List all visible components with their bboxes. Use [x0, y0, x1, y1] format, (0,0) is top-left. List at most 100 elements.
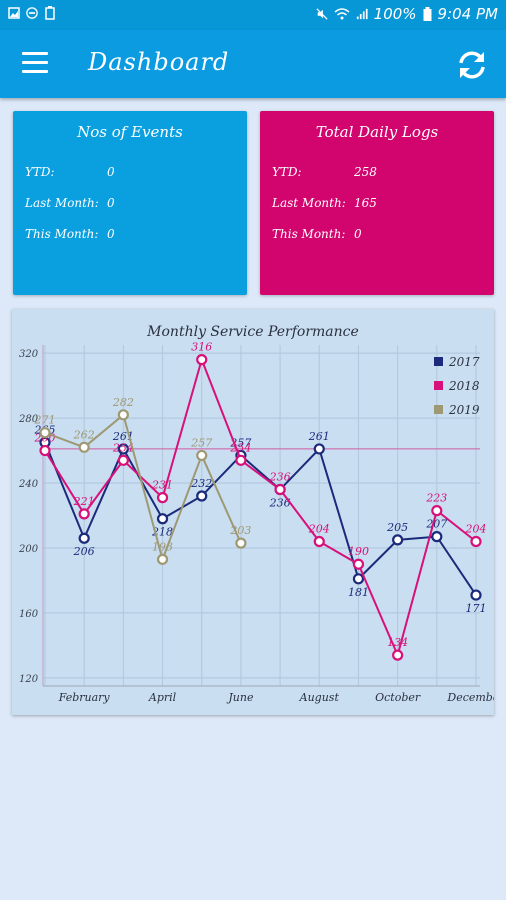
data-label-2017: 206	[73, 545, 95, 558]
events-last-month-value: 0	[107, 196, 115, 210]
x-tick-label: February	[58, 691, 111, 704]
logs-ytd-label: YTD:	[272, 165, 302, 179]
data-label-2019: 271	[34, 414, 56, 427]
battery-saver-icon	[45, 6, 55, 20]
y-tick-label: 240	[18, 479, 39, 490]
x-tick-label: April	[148, 691, 177, 704]
legend-label-2019: 2019	[448, 403, 480, 417]
data-point-2017	[431, 531, 443, 543]
series-line-2019	[44, 413, 242, 563]
events-this-month-row: This Month: 0	[25, 227, 115, 241]
data-label-2017: 236	[269, 497, 291, 510]
clock-time: 9:04 PM	[437, 5, 498, 23]
x-tick-label: December	[446, 691, 494, 704]
battery-percent: 100%	[373, 5, 417, 23]
data-label-2019: 257	[190, 436, 212, 449]
y-tick-label: 280	[18, 414, 39, 425]
x-tick-label: June	[226, 691, 254, 704]
logs-card-title: Total Daily Logs	[315, 123, 439, 141]
data-label-2018: 204	[465, 522, 487, 535]
data-label-2017: 171	[466, 602, 487, 615]
events-ytd-value: 0	[107, 165, 115, 179]
y-tick-label: 160	[19, 609, 39, 620]
data-label-2017: 261	[308, 430, 330, 443]
gallery-notification-icon	[8, 7, 20, 19]
chart-title: Monthly Service Performance	[146, 324, 359, 340]
app-bar: Dashboard	[0, 30, 506, 98]
logs-last-month-label: Last Month:	[272, 196, 346, 210]
data-point-2017	[156, 513, 169, 525]
data-point-2017	[78, 532, 90, 544]
data-label-2019: 262	[73, 428, 95, 441]
data-label-2019: 193	[152, 540, 173, 553]
data-point-2018	[156, 492, 169, 504]
x-tick-label: August	[299, 691, 340, 704]
events-ytd-label: YTD:	[25, 165, 55, 179]
data-point-2017	[352, 573, 365, 585]
data-point-2018	[235, 454, 247, 466]
data-point-2018	[313, 535, 325, 548]
y-tick-label: 120	[19, 674, 39, 685]
performance-chart-card[interactable]: Monthly Service Performance 120 160 200 240 2…	[12, 309, 505, 715]
data-point-2017	[470, 589, 482, 601]
y-tick-label: 200	[18, 544, 39, 555]
series-line-2017	[44, 442, 477, 596]
data-point-2019	[156, 553, 169, 565]
data-point-2018	[78, 508, 90, 520]
data-label-2018: 190	[348, 545, 369, 558]
hamburger-menu-icon[interactable]	[22, 52, 48, 74]
mute-icon	[316, 8, 328, 20]
data-point-2017	[392, 534, 404, 546]
logs-last-month-value: 165	[354, 196, 377, 210]
events-ytd-row: YTD: 0	[25, 165, 115, 179]
app-title: Dashboard	[88, 48, 230, 76]
x-tick-label: October	[375, 691, 421, 704]
monthly-performance-chart: Monthly Service Performance 120 160 200 240 2…	[18, 324, 505, 704]
data-label-2018: 134	[387, 636, 408, 649]
data-label-2017: 207	[425, 518, 447, 531]
legend-swatch-2018	[434, 381, 443, 390]
data-point-2019	[39, 427, 51, 439]
refresh-icon[interactable]	[455, 48, 489, 82]
wifi-icon	[334, 8, 350, 20]
data-label-2018: 221	[73, 495, 95, 508]
data-point-2018	[431, 505, 443, 517]
logs-this-month-label: This Month:	[272, 227, 346, 241]
data-point-2019	[78, 441, 90, 453]
status-right: 100% 9:04 PM	[316, 5, 498, 23]
logs-this-month-value: 0	[354, 227, 362, 241]
data-label-2017: 181	[348, 586, 369, 599]
series-line-2018	[44, 356, 477, 659]
data-point-2018	[274, 483, 286, 496]
daily-logs-card[interactable]: Total Daily Logs YTD: 258 Last Month: 165 …	[260, 111, 494, 295]
battery-icon	[423, 7, 432, 21]
data-point-2018	[39, 444, 51, 457]
data-label-2018: 254	[229, 441, 251, 454]
signal-icon	[356, 8, 368, 20]
data-point-2018	[196, 354, 208, 366]
data-label-2018: 223	[425, 492, 447, 505]
logs-ytd-row: YTD: 258	[272, 165, 377, 179]
data-point-2019	[235, 537, 247, 549]
do-not-disturb-icon	[26, 7, 38, 19]
logs-this-month-row: This Month: 0	[272, 227, 362, 241]
legend-swatch-2017	[434, 357, 443, 366]
data-point-2018	[117, 454, 129, 466]
events-card[interactable]: Nos of Events YTD: 0 Last Month: 0 This Mo…	[13, 111, 247, 295]
logs-ytd-value: 258	[354, 165, 377, 179]
y-tick-label: 320	[19, 349, 39, 360]
data-point-2017	[313, 443, 325, 455]
data-label-2019: 203	[229, 524, 251, 537]
data-point-2017	[196, 490, 208, 502]
events-this-month-label: This Month:	[25, 227, 99, 241]
status-left-icons	[8, 6, 56, 20]
legend-swatch-2019	[434, 405, 443, 414]
events-last-month-label: Last Month:	[25, 196, 99, 210]
data-label-2018: 204	[308, 522, 330, 535]
legend-label-2017: 2017	[448, 355, 480, 369]
legend-label-2018: 2018	[448, 379, 480, 393]
data-label-2017: 232	[190, 477, 212, 490]
events-last-month-row: Last Month: 0	[25, 196, 115, 210]
data-point-2018	[470, 535, 482, 548]
data-label-2018: 316	[191, 341, 212, 354]
